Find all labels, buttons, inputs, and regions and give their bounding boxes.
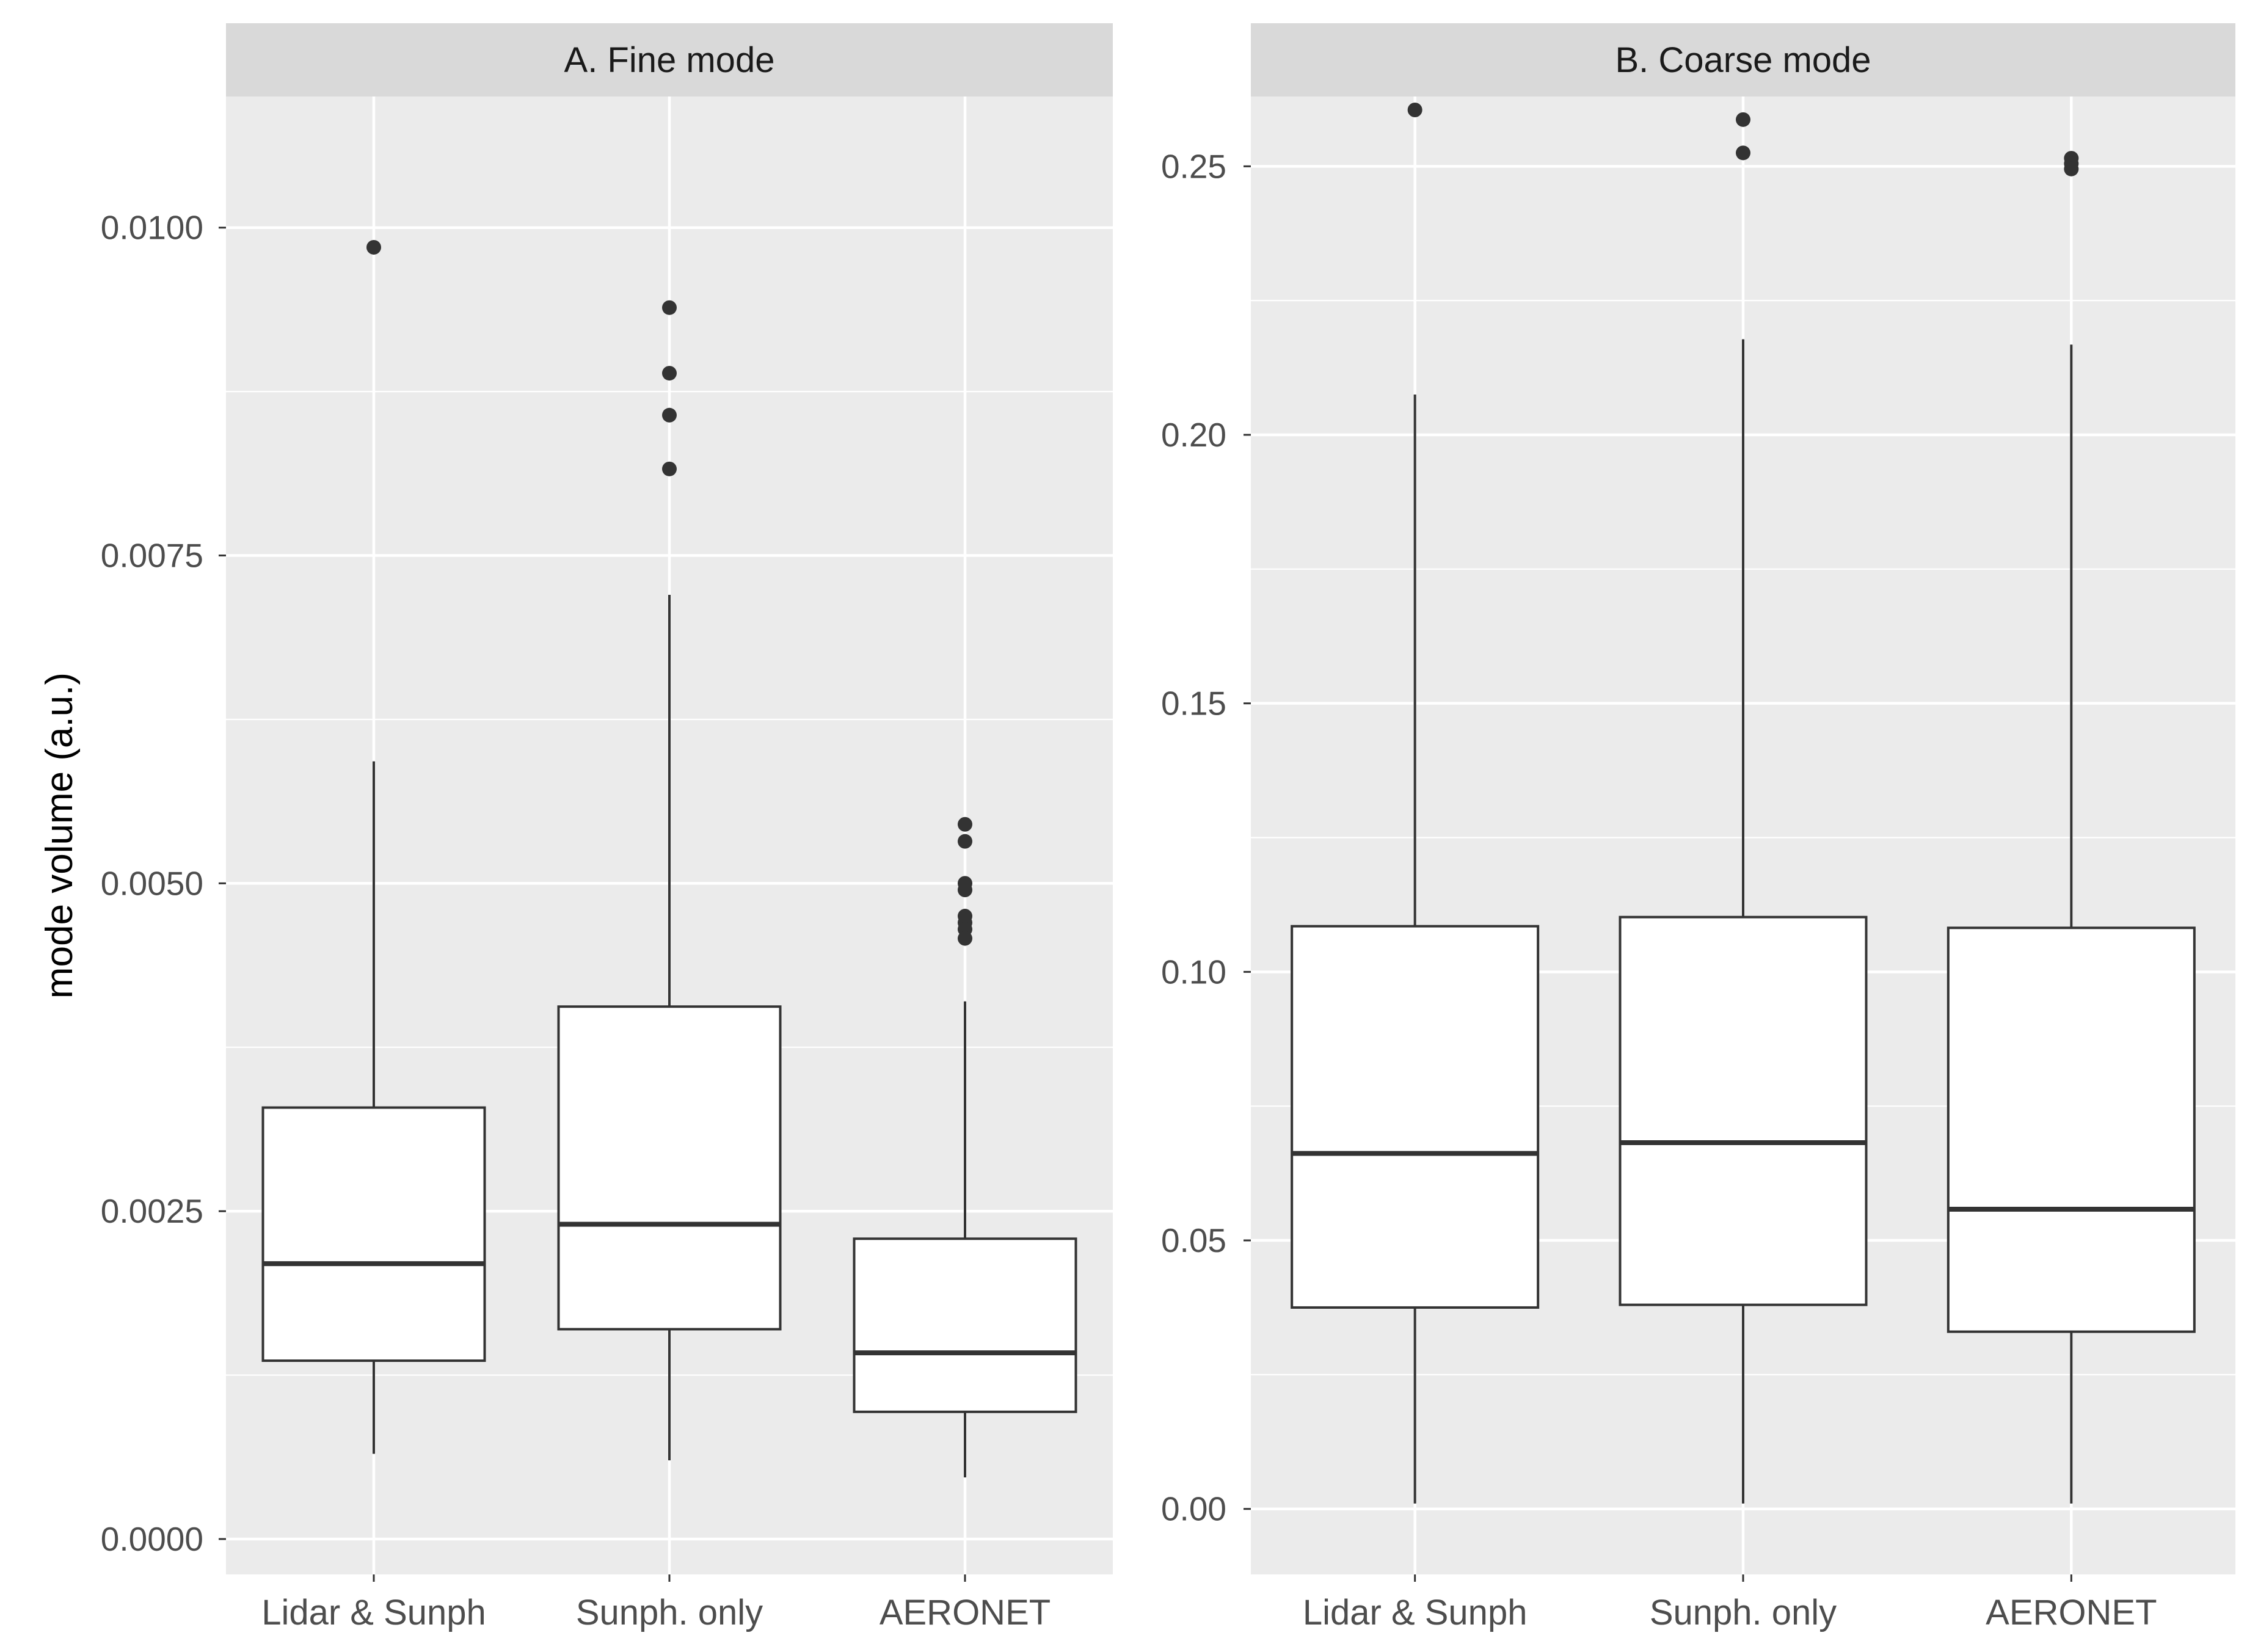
- outlier-point: [1736, 145, 1750, 161]
- y-tick-label: 0.15: [1161, 685, 1226, 722]
- y-tick-label: 0.0000: [101, 1520, 203, 1558]
- outlier-point: [662, 366, 677, 381]
- y-tick-label: 0.0100: [101, 209, 203, 247]
- outlier-point: [958, 882, 972, 898]
- panel-coarse-mode: B. Coarse mode 0.00 0.05 0.10 0.15 0.20 0.25 Li…: [1161, 23, 2235, 1632]
- strip-background: [1251, 23, 2235, 96]
- x-tick-label: Sunph. only: [1650, 1593, 1837, 1632]
- outlier-point: [1736, 112, 1750, 127]
- iqr-box: [1291, 925, 1540, 1309]
- iqr-box: [853, 1237, 1077, 1413]
- outlier-point: [662, 407, 677, 423]
- y-tick-label: 0.00: [1161, 1490, 1226, 1528]
- x-tick-label: AERONET: [1986, 1593, 2157, 1632]
- y-tick-label: 0.25: [1161, 147, 1226, 185]
- y-axis-title: mode volume (a.u.): [38, 672, 81, 999]
- y-tick-label: 0.10: [1161, 953, 1226, 991]
- box-sunph-only: [557, 300, 782, 1461]
- outlier-point: [958, 931, 972, 946]
- outlier-point: [2064, 161, 2079, 176]
- outlier-point: [1407, 102, 1422, 117]
- box-lidar-sunph: [261, 239, 486, 1454]
- outlier-point: [958, 834, 972, 849]
- x-tick-label: AERONET: [880, 1593, 1051, 1632]
- box-aeronet: [1947, 151, 2196, 1504]
- iqr-box: [1947, 926, 2196, 1333]
- outlier-point: [958, 817, 972, 832]
- box-lidar-sunph: [1291, 102, 1540, 1504]
- outlier-point: [366, 239, 381, 255]
- iqr-box: [1619, 915, 1868, 1306]
- outlier-point: [662, 461, 677, 476]
- panel-title: B. Coarse mode: [1615, 40, 1871, 80]
- panel-title: A. Fine mode: [564, 40, 775, 80]
- iqr-box: [557, 1005, 782, 1331]
- outlier-point: [662, 300, 677, 315]
- x-tick-label: Lidar & Sunph: [1303, 1593, 1528, 1632]
- x-tick-label: Lidar & Sunph: [261, 1593, 486, 1632]
- y-tick-label: 0.0025: [101, 1192, 203, 1230]
- y-tick-label: 0.0075: [101, 537, 203, 575]
- box-aeronet: [853, 817, 1077, 1478]
- y-tick-label: 0.20: [1161, 416, 1226, 454]
- x-tick-label: Sunph. only: [576, 1593, 763, 1632]
- y-tick-label: 0.0050: [101, 864, 203, 902]
- strip-background: [226, 23, 1113, 96]
- iqr-box: [261, 1106, 486, 1362]
- box-sunph-only: [1619, 112, 1868, 1504]
- y-tick-label: 0.05: [1161, 1221, 1226, 1259]
- panel-fine-mode: A. Fine mode 0.0000 0.0025 0.0050 0.0075 0.01…: [101, 23, 1113, 1632]
